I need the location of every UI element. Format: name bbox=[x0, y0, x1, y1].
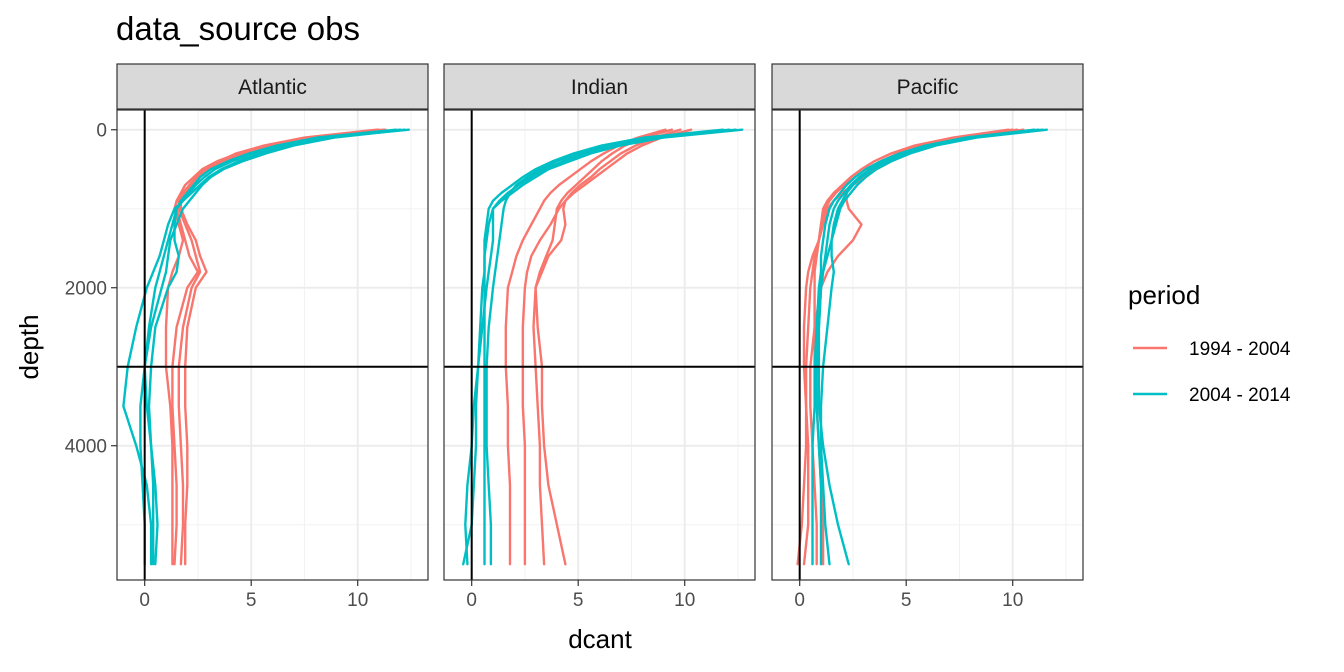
strip-pacific bbox=[771, 63, 1084, 110]
series-line-indian-2 bbox=[532, 128, 682, 566]
strip-label: Atlantic bbox=[238, 76, 307, 99]
x-tick-label: 0 bbox=[794, 590, 805, 611]
series-line-indian-4 bbox=[504, 128, 667, 566]
series-line-pacific-7 bbox=[815, 128, 1040, 566]
x-tick-label: 10 bbox=[1002, 590, 1023, 611]
x-tick-label: 5 bbox=[246, 590, 257, 611]
panel-indian: Indian 0 5 10 bbox=[443, 63, 756, 611]
series-line-atlantic-3 bbox=[179, 128, 385, 566]
panel-pacific: Pacific 0 5 10 bbox=[771, 63, 1084, 611]
series-line-indian-1 bbox=[521, 128, 693, 566]
series-line-atlantic-6 bbox=[139, 128, 406, 566]
panel-border bbox=[443, 109, 756, 581]
legend-label: 1994 - 2004 bbox=[1189, 339, 1291, 360]
x-tick-label: 0 bbox=[139, 590, 150, 611]
strip-atlantic bbox=[116, 63, 429, 110]
strip-indian bbox=[443, 63, 756, 110]
x-tick-label: 5 bbox=[901, 590, 912, 611]
legend-item: 2004 - 2014 bbox=[1133, 385, 1291, 406]
x-tick-label: 10 bbox=[674, 590, 695, 611]
panel-background bbox=[444, 110, 755, 580]
facet-panels: Atlantic 0 5 10 0 2000 4000 Indian 0 5 10 Pacific 0 5… bbox=[65, 63, 1084, 611]
strip-label: Pacific bbox=[897, 76, 959, 99]
y-axis-title: depth bbox=[14, 314, 44, 379]
series-line-atlantic-5 bbox=[122, 128, 410, 566]
series-line-indian-7 bbox=[485, 128, 731, 566]
legend-title: period bbox=[1128, 280, 1200, 310]
panel-atlantic: Atlantic 0 5 10 0 2000 4000 bbox=[65, 63, 429, 611]
series-line-pacific-8 bbox=[811, 128, 1036, 566]
legend-label: 2004 - 2014 bbox=[1189, 385, 1291, 406]
series-line-atlantic-8 bbox=[147, 128, 398, 566]
y-tick-label: 0 bbox=[96, 121, 107, 142]
panel-border bbox=[771, 109, 1084, 581]
series-line-indian-5 bbox=[462, 128, 744, 566]
y-tick-label: 2000 bbox=[65, 279, 107, 300]
series-line-indian-8 bbox=[483, 128, 725, 566]
series-line-atlantic-7 bbox=[143, 128, 402, 566]
series-line-atlantic-4 bbox=[164, 128, 381, 566]
series-line-indian-3 bbox=[534, 128, 674, 566]
x-axis-title: dcant bbox=[568, 624, 632, 654]
legend-item: 1994 - 2004 bbox=[1133, 339, 1291, 360]
y-tick-label: 4000 bbox=[65, 437, 107, 458]
x-tick-label: 10 bbox=[347, 590, 368, 611]
panel-border bbox=[116, 109, 429, 581]
chart-title: data_source obs bbox=[116, 10, 360, 47]
strip-label: Indian bbox=[571, 76, 628, 99]
x-tick-label: 5 bbox=[573, 590, 584, 611]
panel-background bbox=[117, 110, 428, 580]
x-tick-label: 0 bbox=[466, 590, 477, 611]
legend: period 1994 - 2004 2004 - 2014 bbox=[1128, 280, 1291, 406]
series-line-indian-6 bbox=[464, 128, 737, 566]
